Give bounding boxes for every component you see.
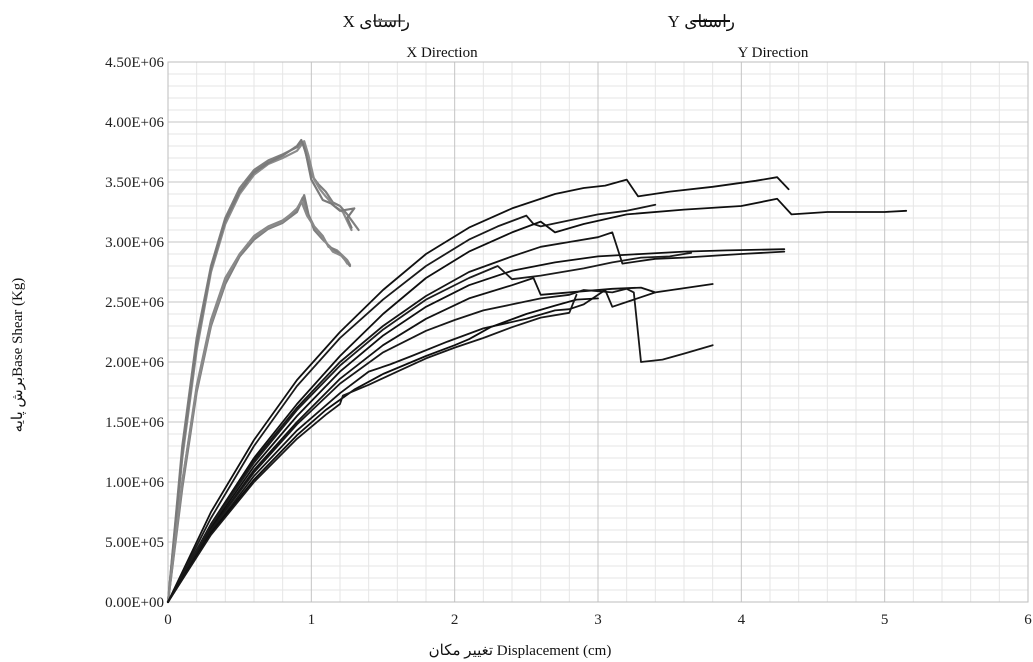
series-line-y-11 [167, 251, 693, 603]
y-tick-label: 1.00E+06 [105, 475, 164, 491]
x-tick-label: 1 [308, 612, 316, 628]
legend: راستای X X Direction راستای Y Y Directio… [343, 12, 809, 61]
legend-y-sublabel: Y Direction [738, 45, 809, 61]
y-tick-label: 0.00E+00 [105, 595, 164, 611]
y-tick-label: 3.00E+06 [105, 235, 164, 251]
x-tick-label: 0 [164, 612, 172, 628]
series-line-y-14 [167, 289, 657, 603]
y-tick-label: 4.00E+06 [105, 115, 164, 131]
plot-area [167, 61, 1029, 603]
series-line-y-16 [167, 293, 578, 603]
x-tick-label: 4 [738, 612, 746, 628]
y-tick-label: 1.50E+06 [105, 415, 164, 431]
series-line-y-12 [167, 277, 714, 603]
x-tick-label: 6 [1024, 612, 1032, 628]
x-tick-label: 3 [594, 612, 602, 628]
x-axis-label: تغییر مکان Displacement (cm) [429, 643, 612, 659]
legend-x-sublabel: X Direction [406, 45, 478, 61]
series-line-y-7 [167, 203, 657, 603]
legend-x-label: راستای X [343, 12, 410, 32]
series-line-y-10 [167, 248, 786, 603]
legend-y-label: راستای Y [668, 12, 735, 32]
y-tick-label: 2.50E+06 [105, 295, 164, 311]
x-tick-label: 2 [451, 612, 459, 628]
major-grid [167, 61, 1029, 603]
series-line-x-2 [166, 138, 356, 604]
y-tick-label: 2.00E+06 [105, 355, 164, 371]
series-layer [166, 138, 908, 604]
series-line-y-9 [167, 231, 786, 603]
series-line-x-1 [166, 140, 353, 604]
x-tick-label: 5 [881, 612, 889, 628]
y-axis-label: برش پایهBase Shear (Kg) [10, 278, 26, 433]
series-line-y-13 [167, 287, 714, 603]
axes [167, 61, 1029, 603]
series-line-x-5 [166, 200, 349, 604]
y-tick-label: 3.50E+06 [105, 175, 164, 191]
tick-labels: 0 1 2 3 4 5 6 0.00E+00 5.00E+05 1.00E+06 1.50E+06 2… [105, 55, 1032, 628]
series-line-y-6 [167, 176, 790, 603]
series-line-y-15 [167, 297, 599, 603]
y-tick-label: 5.00E+05 [105, 535, 164, 551]
series-line-y-8 [167, 197, 908, 603]
y-tick-label: 4.50E+06 [105, 55, 164, 71]
